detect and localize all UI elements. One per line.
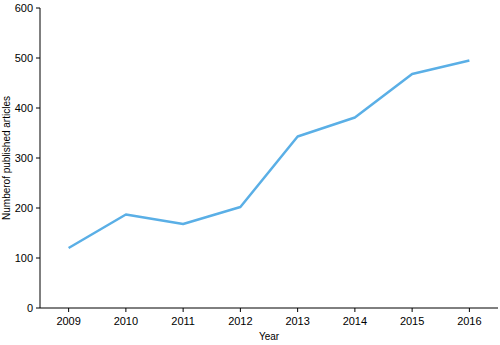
y-tick-label: 0 <box>27 302 33 314</box>
chart: 0 100 200 300 400 500 600 2009 2010 2011 2012 2013 2… <box>0 0 500 345</box>
x-tick-label: 2012 <box>228 315 252 327</box>
data-line <box>69 61 470 249</box>
x-axis <box>40 308 498 309</box>
y-tick <box>36 58 40 59</box>
y-tick-label: 300 <box>15 152 33 164</box>
y-tick-label: 100 <box>15 252 33 264</box>
x-tick-label: 2010 <box>114 315 138 327</box>
y-tick-label: 200 <box>15 202 33 214</box>
x-tick <box>469 308 470 312</box>
y-tick-label: 400 <box>15 102 33 114</box>
y-axis-label: Numberof published articles <box>1 96 12 220</box>
y-tick <box>36 208 40 209</box>
x-tick <box>125 308 126 312</box>
chart-container: 0 100 200 300 400 500 600 2009 2010 2011 2012 2013 2… <box>0 0 500 345</box>
x-tick-label: 2011 <box>171 315 195 327</box>
x-tick <box>68 308 69 312</box>
x-tick <box>240 308 241 312</box>
y-tick <box>36 8 40 9</box>
x-axis-label: Year <box>259 331 280 342</box>
x-tick <box>183 308 184 312</box>
x-tick-label: 2016 <box>457 315 481 327</box>
x-tick <box>297 308 298 312</box>
y-tick-label: 600 <box>15 2 33 14</box>
plot-area <box>69 61 470 249</box>
x-tick-label: 2014 <box>343 315 367 327</box>
x-tick <box>412 308 413 312</box>
x-tick-label: 2009 <box>56 315 80 327</box>
y-tick <box>36 158 40 159</box>
y-tick <box>36 308 40 309</box>
y-tick <box>36 258 40 259</box>
x-tick-label: 2015 <box>400 315 424 327</box>
y-tick-label: 500 <box>15 52 33 64</box>
y-tick <box>36 108 40 109</box>
x-tick <box>354 308 355 312</box>
x-tick-label: 2013 <box>285 315 309 327</box>
